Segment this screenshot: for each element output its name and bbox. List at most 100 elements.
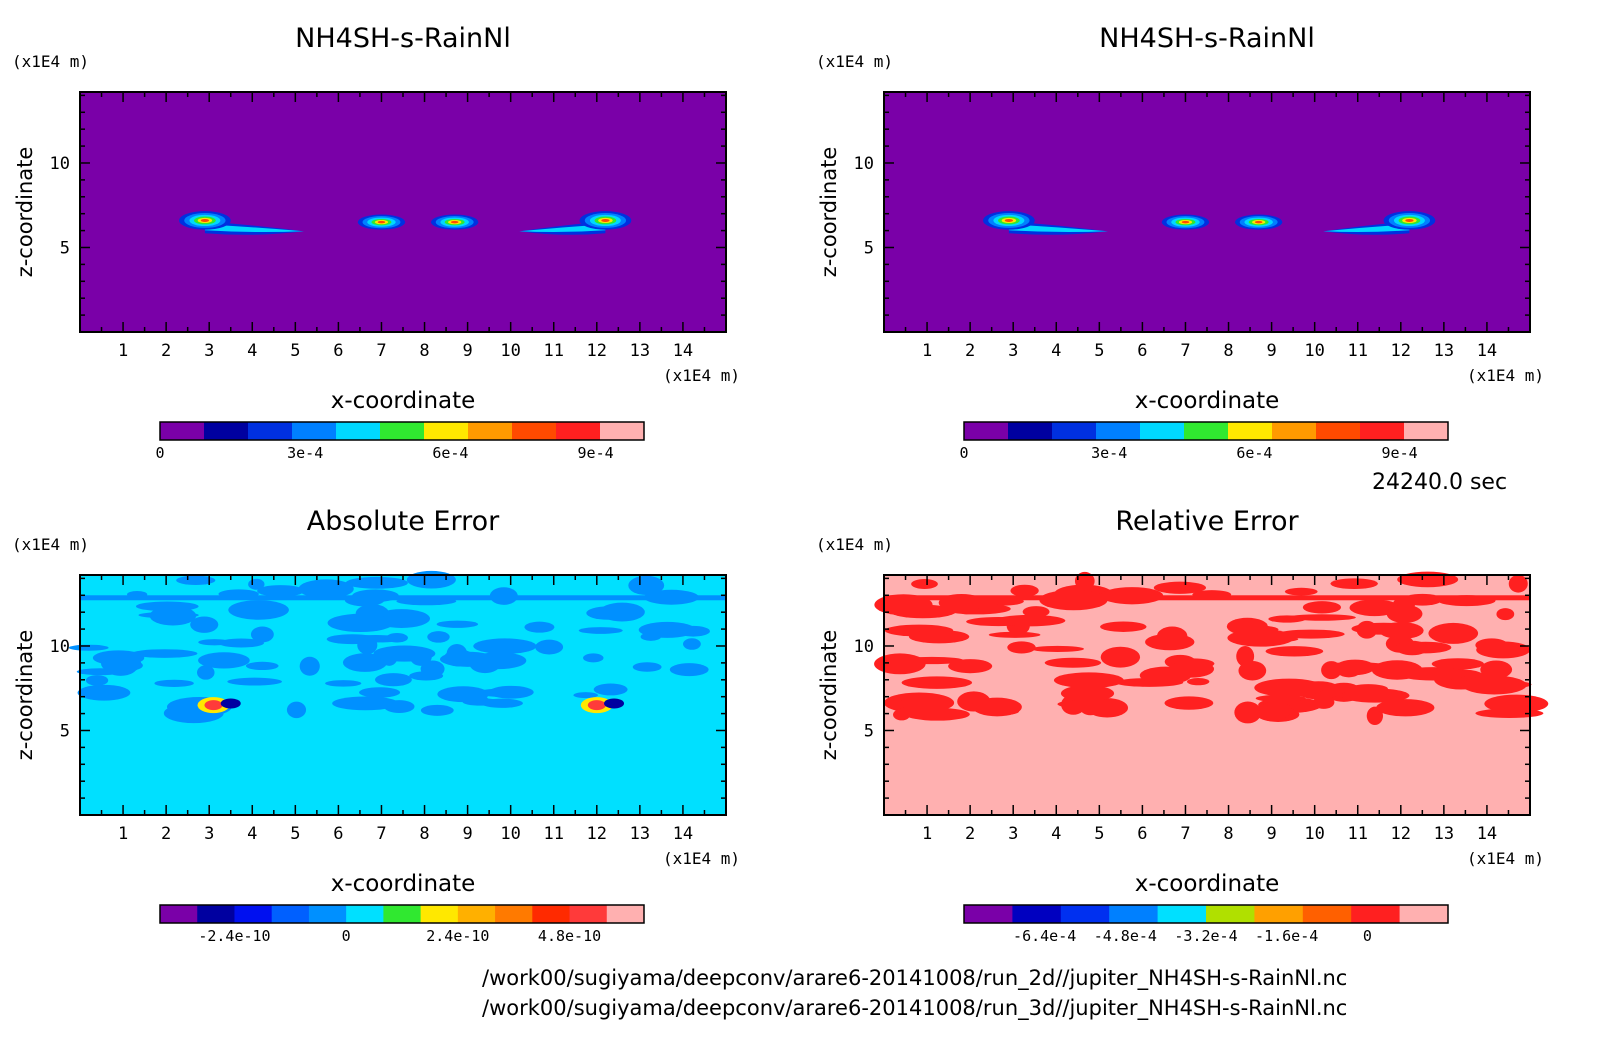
chart-title: NH4SH-s-RainNl bbox=[1099, 23, 1315, 54]
x-tick-label: 1 bbox=[118, 824, 128, 844]
x-axis-label: x-coordinate bbox=[1135, 871, 1280, 897]
x-unit-label: (x1E4 m) bbox=[663, 849, 740, 868]
error-patch bbox=[989, 707, 1020, 715]
error-band bbox=[80, 595, 726, 601]
x-tick-label: 12 bbox=[587, 341, 607, 361]
rain-cell-level-6 bbox=[1254, 220, 1263, 224]
colorbar-tick-label: 3e-4 bbox=[1091, 444, 1127, 462]
rain-cell-3 bbox=[1234, 214, 1283, 230]
colorbar-swatch bbox=[1109, 905, 1159, 923]
error-patch bbox=[154, 679, 194, 687]
error-hotspot-negative bbox=[220, 698, 241, 709]
error-patch bbox=[1476, 641, 1531, 659]
error-patch bbox=[593, 683, 628, 696]
x-tick-label: 13 bbox=[1434, 824, 1454, 844]
error-patch bbox=[1259, 701, 1292, 720]
x-tick-label: 3 bbox=[1008, 824, 1018, 844]
error-patch bbox=[373, 645, 436, 662]
colorbar-swatch bbox=[1272, 422, 1317, 440]
x-tick-label: 11 bbox=[1347, 824, 1367, 844]
error-patch bbox=[406, 570, 456, 589]
error-patch bbox=[359, 687, 401, 698]
error-patch bbox=[76, 668, 125, 676]
colorbar-swatch bbox=[420, 905, 459, 923]
error-patch bbox=[85, 675, 109, 686]
error-patch bbox=[437, 686, 489, 703]
error-patch bbox=[908, 629, 970, 644]
error-patch bbox=[227, 677, 282, 686]
error-patch bbox=[911, 579, 938, 589]
x-tick-label: 13 bbox=[630, 341, 650, 361]
colorbar-swatch bbox=[1157, 905, 1207, 923]
colorbar-tick-label: -1.6e-4 bbox=[1255, 927, 1318, 945]
error-patch bbox=[535, 639, 564, 655]
colorbar-swatch bbox=[346, 905, 384, 923]
colorbar-frame bbox=[963, 421, 1449, 441]
colorbar-swatch bbox=[424, 422, 469, 440]
x-tick-label: 5 bbox=[1094, 341, 1104, 361]
rain-cell-3 bbox=[430, 214, 479, 230]
error-patch bbox=[1431, 658, 1484, 670]
y-unit-label: (x1E4 m) bbox=[816, 535, 893, 554]
colorbar-swatch bbox=[556, 422, 601, 440]
error-patch bbox=[1100, 621, 1147, 632]
x-tick-label: 4 bbox=[247, 824, 257, 844]
colorbar-tick-label: 6e-4 bbox=[432, 444, 468, 462]
x-tick-label: 6 bbox=[1137, 824, 1147, 844]
chart-panel-1: NH4SH-s-RainNl(x1E4 m)1 2 3 4 5 6 7 8 9 10 11 12 13 1… bbox=[12, 23, 740, 462]
error-patch bbox=[1234, 701, 1262, 724]
x-tick-label: 4 bbox=[247, 341, 257, 361]
x-tick-label: 9 bbox=[462, 341, 472, 361]
colorbar-swatch bbox=[197, 905, 235, 923]
colorbar-swatch bbox=[532, 905, 571, 923]
rain-cell-4 bbox=[519, 211, 632, 235]
x-tick-label: 7 bbox=[376, 341, 386, 361]
error-patch bbox=[628, 575, 665, 596]
error-patch bbox=[874, 653, 926, 675]
error-patch bbox=[988, 631, 1041, 638]
colorbar: -6.4e-4 -4.8e-4 -3.2e-4 -1.6e-4 0 bbox=[963, 904, 1449, 945]
file-path-2d: /work00/sugiyama/deepconv/arare6-2014100… bbox=[482, 966, 1348, 990]
plot-area bbox=[884, 92, 1530, 332]
y-axis-label: z-coordinate bbox=[817, 147, 841, 278]
error-patch bbox=[905, 707, 970, 721]
rain-cell-1 bbox=[983, 211, 1108, 235]
colorbar-swatch bbox=[569, 905, 608, 923]
error-patch bbox=[1236, 645, 1255, 667]
error-patch bbox=[218, 638, 265, 648]
error-patch bbox=[632, 662, 662, 672]
error-patch bbox=[1060, 685, 1115, 702]
error-patch bbox=[1462, 675, 1527, 695]
error-patch bbox=[1496, 608, 1515, 621]
colorbar-swatch bbox=[383, 905, 422, 923]
error-patch bbox=[1254, 678, 1324, 697]
error-patch bbox=[1508, 574, 1528, 593]
colorbar-swatch bbox=[1254, 905, 1304, 923]
colorbar-frame bbox=[159, 904, 645, 924]
colorbar-tick-label: 3e-4 bbox=[287, 444, 323, 462]
colorbar-swatch bbox=[1316, 422, 1361, 440]
colorbar-tick-label: 0 bbox=[342, 927, 351, 945]
colorbar-swatch bbox=[234, 905, 273, 923]
error-patch bbox=[190, 616, 219, 633]
error-patch bbox=[573, 692, 598, 699]
error-patch bbox=[1475, 708, 1544, 719]
x-tick-label: 11 bbox=[543, 341, 563, 361]
error-patch bbox=[1398, 667, 1467, 681]
rain-cell-level-6 bbox=[1405, 218, 1414, 222]
error-patch bbox=[342, 653, 388, 672]
error-patch bbox=[887, 699, 906, 710]
y-tick-label: 5 bbox=[864, 238, 874, 258]
error-patch bbox=[994, 614, 1066, 627]
colorbar-tick-label: 9e-4 bbox=[578, 444, 614, 462]
y-tick-label: 5 bbox=[60, 721, 70, 741]
rain-cell-tail-core bbox=[519, 224, 606, 233]
colorbar-swatch bbox=[336, 422, 381, 440]
error-patch bbox=[1349, 599, 1400, 617]
error-patch bbox=[1480, 660, 1513, 679]
x-tick-label: 10 bbox=[1304, 341, 1324, 361]
colorbar: -2.4e-10 0 2.4e-10 4.8e-10 bbox=[159, 904, 645, 945]
error-patch bbox=[957, 691, 991, 712]
rain-cell-4 bbox=[1323, 211, 1436, 235]
x-tick-label: 1 bbox=[922, 824, 932, 844]
